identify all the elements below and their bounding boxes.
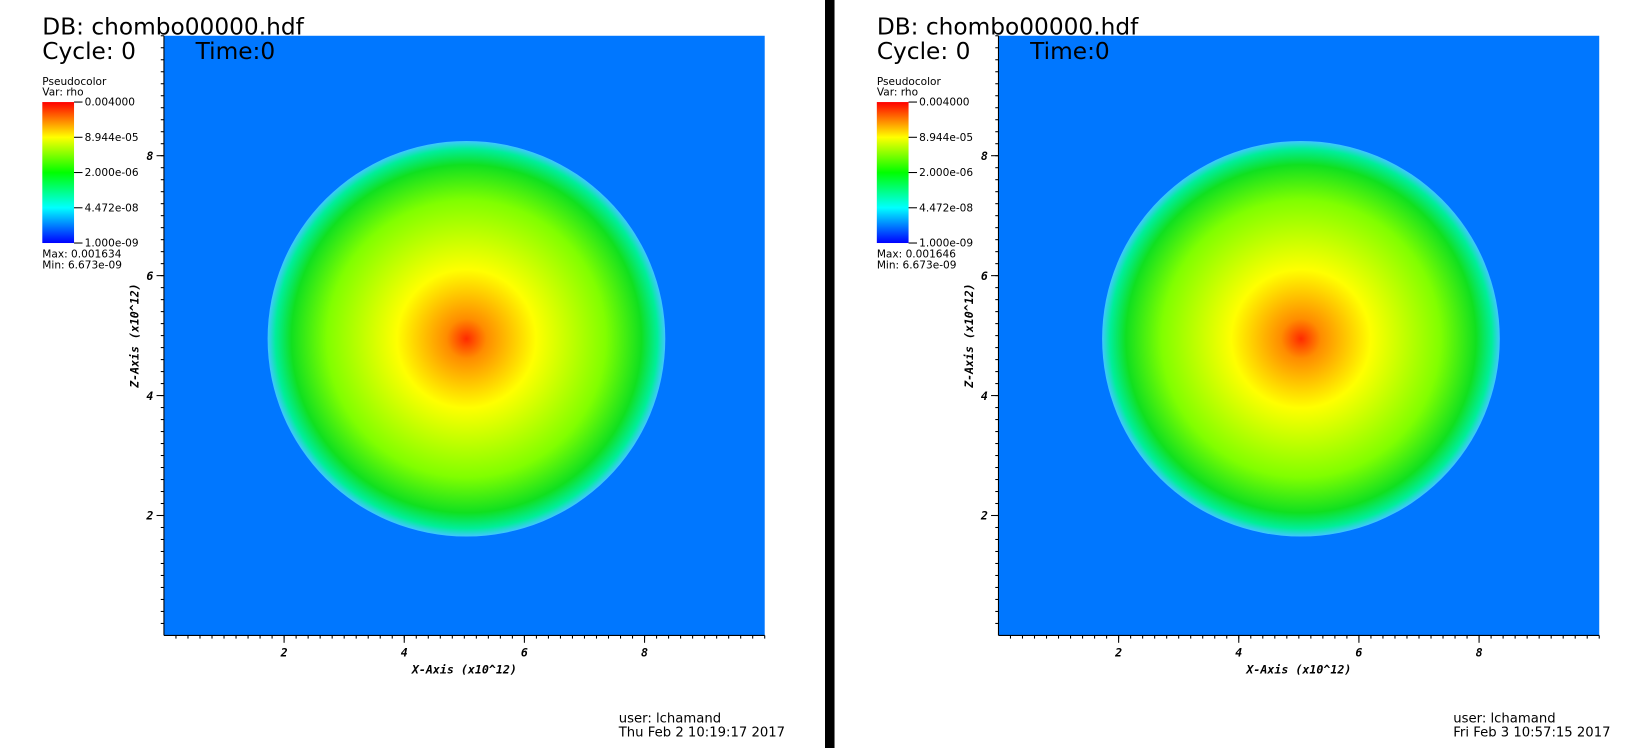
min-label: Min: 6.673e-09 — [42, 259, 122, 271]
x-tick-label: 2 — [280, 646, 288, 660]
divider — [825, 0, 835, 748]
db-label: DB: chombo00000.hdf — [877, 14, 1139, 41]
y-tick-label: 8 — [981, 149, 988, 163]
colorbar-tick-label: 4.472e-08 — [919, 202, 973, 214]
density-blob — [1102, 140, 1500, 537]
colorbar-tick-label: 8.944e-05 — [919, 132, 973, 144]
min-label: Min: 6.673e-09 — [877, 259, 957, 271]
y-tick-label: 6 — [146, 269, 153, 283]
y-tick-label: 4 — [981, 389, 988, 403]
y-tick-label: 6 — [981, 269, 988, 283]
x-axis-label: X-Axis (x10^12) — [411, 662, 517, 676]
y-tick-label: 8 — [146, 149, 153, 163]
cycle-label: Cycle: 0 — [877, 38, 971, 65]
colorbar-tick-label: 2.000e-06 — [85, 167, 139, 179]
user-label: user: lchamand — [619, 712, 721, 727]
x-tick-label: 6 — [1355, 646, 1362, 660]
x-axis-label: X-Axis (x10^12) — [1245, 662, 1351, 676]
max-label: Max: 0.001634 — [42, 249, 121, 261]
density-blob — [267, 140, 666, 537]
cycle-label: Cycle: 0 — [42, 38, 136, 65]
x-tick-label: 4 — [1235, 646, 1242, 660]
y-tick-label: 2 — [145, 509, 153, 523]
legend-title: Pseudocolor — [877, 76, 942, 88]
colorbar — [876, 102, 909, 244]
y-tick-label: 4 — [146, 389, 153, 403]
user-label: user: lchamand — [1453, 712, 1555, 727]
y-axis-label: Z-Axis (x10^12) — [128, 283, 142, 388]
y-axis-label: Z-Axis (x10^12) — [962, 283, 976, 388]
date-label: Thu Feb 2 10:19:17 2017 — [618, 725, 785, 740]
panel: 2 4 6 8 2 4 6 8 X-Axis (x10^12) Z-Axis (x10^12) DB… — [42, 14, 785, 740]
max-label: Max: 0.001646 — [877, 249, 956, 261]
colorbar — [42, 102, 75, 244]
colorbar-tick-label: 1.000e-09 — [85, 238, 139, 250]
db-label: DB: chombo00000.hdf — [42, 14, 304, 41]
colorbar-tick-label: 0.004000 — [919, 97, 969, 109]
colorbar-tick-label: 8.944e-05 — [85, 132, 139, 144]
time-label: Time:0 — [1029, 38, 1110, 65]
x-tick-label: 8 — [641, 646, 648, 660]
y-tick-label: 2 — [980, 509, 988, 523]
colorbar-tick-label: 2.000e-06 — [919, 167, 973, 179]
x-tick-label: 2 — [1114, 646, 1122, 660]
x-tick-label: 8 — [1476, 646, 1483, 660]
legend-var: Var: rho — [42, 87, 83, 99]
x-tick-label: 6 — [521, 646, 528, 660]
x-tick-label: 4 — [401, 646, 408, 660]
colorbar-tick-label: 0.004000 — [85, 97, 135, 109]
time-label: Time:0 — [195, 38, 276, 65]
legend-var: Var: rho — [877, 87, 918, 99]
date-label: Fri Feb 3 10:57:15 2017 — [1453, 725, 1610, 740]
colorbar-tick-label: 1.000e-09 — [919, 238, 973, 250]
legend-title: Pseudocolor — [42, 76, 107, 88]
panel: 2 4 6 8 2 4 6 8 X-Axis (x10^12) Z-Axis (x10^12) DB… — [876, 14, 1611, 740]
colorbar-tick-label: 4.472e-08 — [85, 202, 139, 214]
